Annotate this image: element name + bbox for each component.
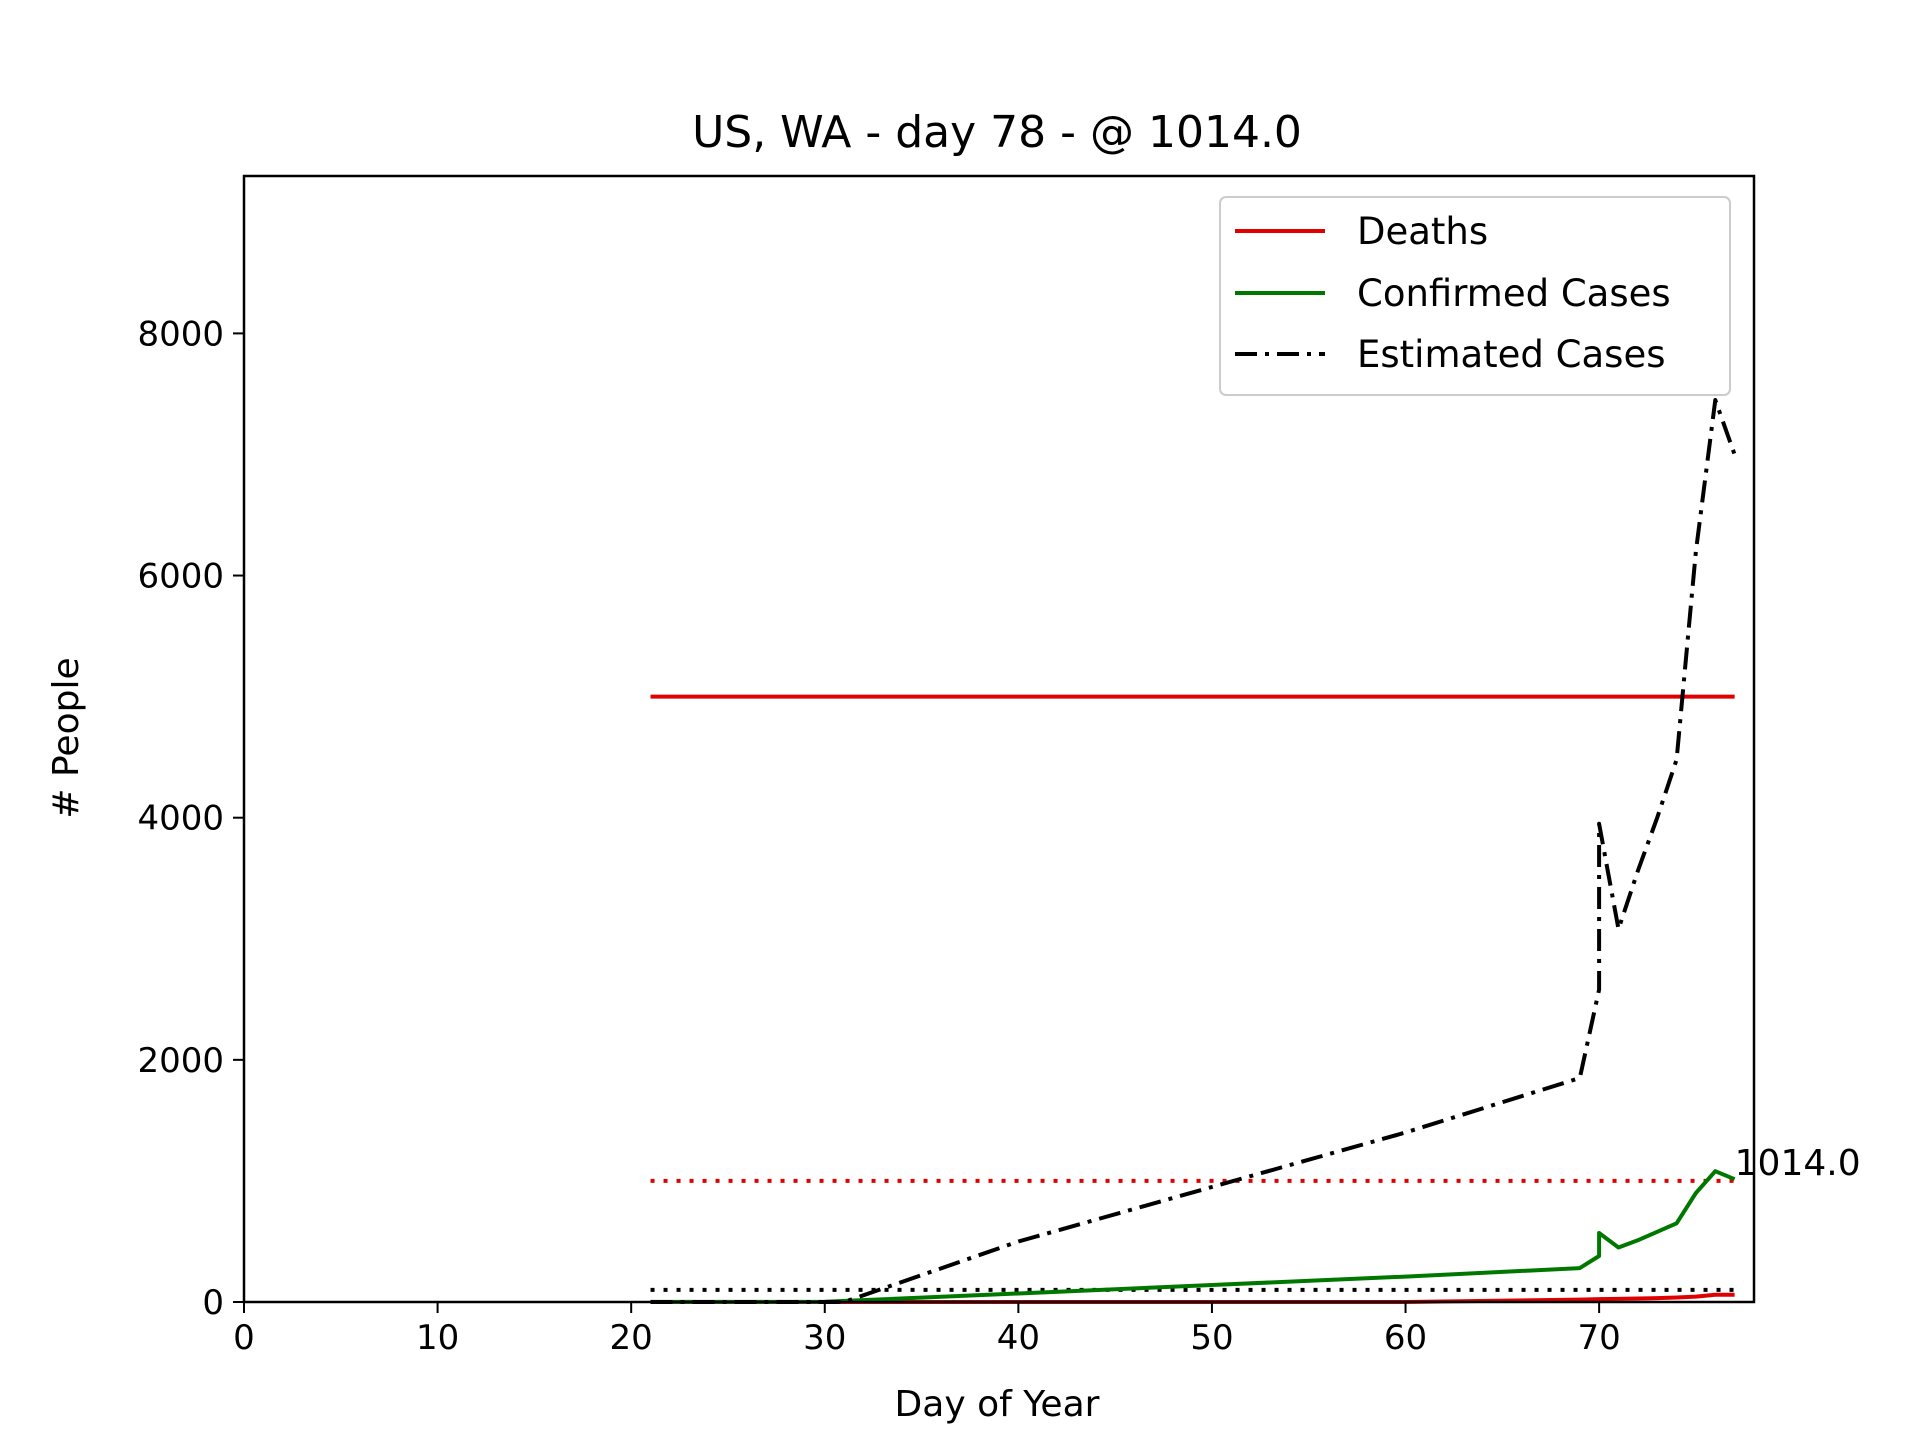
x-tick-label: 0 bbox=[233, 1318, 255, 1358]
x-tick-label: 60 bbox=[1384, 1318, 1427, 1358]
value-annotation: 1014.0 bbox=[1735, 1143, 1861, 1184]
legend-label-confirmed-cases: Confirmed Cases bbox=[1357, 272, 1671, 315]
legend-label-deaths: Deaths bbox=[1357, 210, 1488, 253]
legend-label-estimated-cases: Estimated Cases bbox=[1357, 333, 1666, 376]
x-axis-label: Day of Year bbox=[895, 1384, 1100, 1425]
x-tick-label: 70 bbox=[1577, 1318, 1620, 1358]
x-tick-label: 20 bbox=[610, 1318, 653, 1358]
plot-area bbox=[650, 398, 1737, 1304]
y-tick-label: 0 bbox=[202, 1283, 224, 1323]
x-tick-label: 30 bbox=[803, 1318, 846, 1358]
x-tick-label: 10 bbox=[416, 1318, 459, 1358]
chart-title: US, WA - day 78 - @ 1014.0 bbox=[692, 107, 1302, 158]
y-axis-label: # People bbox=[46, 657, 87, 818]
y-tick-label: 4000 bbox=[137, 799, 224, 839]
x-tick-label: 40 bbox=[997, 1318, 1040, 1358]
x-tick-label: 50 bbox=[1190, 1318, 1233, 1358]
series-line-confirmed-cases bbox=[650, 1169, 1736, 1304]
plot-frame bbox=[242, 174, 1756, 1304]
legend: Deaths Confirmed Cases Estimated Cases bbox=[1219, 196, 1731, 396]
axes: 0 10 20 30 40 50 60 70 0 2000 4000 6000 8000 bbox=[137, 314, 1620, 1358]
y-tick-label: 2000 bbox=[137, 1041, 224, 1081]
legend-box bbox=[1219, 196, 1731, 396]
y-tick-label: 6000 bbox=[137, 557, 224, 597]
y-tick-label: 8000 bbox=[137, 314, 224, 354]
series-line-estimated-cases bbox=[650, 398, 1737, 1304]
